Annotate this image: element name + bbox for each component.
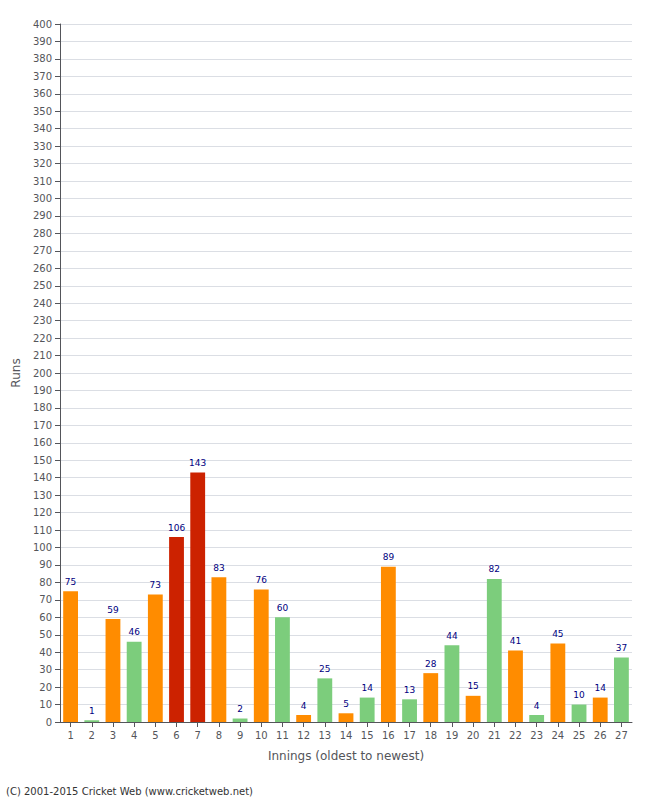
svg-text:70: 70	[39, 594, 52, 605]
svg-text:10: 10	[573, 690, 585, 700]
svg-text:200: 200	[33, 368, 52, 379]
svg-text:12: 12	[297, 730, 310, 741]
svg-text:5: 5	[152, 730, 158, 741]
svg-text:14: 14	[340, 730, 353, 741]
svg-text:40: 40	[39, 647, 52, 658]
svg-text:60: 60	[277, 603, 289, 613]
svg-text:Innings (oldest to newest): Innings (oldest to newest)	[268, 749, 424, 763]
svg-text:3: 3	[110, 730, 116, 741]
svg-text:24: 24	[551, 730, 564, 741]
svg-text:2: 2	[237, 704, 243, 714]
svg-text:220: 220	[33, 333, 52, 344]
svg-text:150: 150	[33, 455, 52, 466]
svg-text:45: 45	[552, 629, 563, 639]
svg-text:75: 75	[65, 577, 76, 587]
svg-text:7: 7	[195, 730, 201, 741]
svg-text:106: 106	[168, 523, 185, 533]
svg-text:210: 210	[33, 350, 52, 361]
svg-text:170: 170	[33, 420, 52, 431]
svg-text:80: 80	[39, 577, 52, 588]
svg-text:25: 25	[319, 664, 330, 674]
svg-text:120: 120	[33, 507, 52, 518]
svg-text:270: 270	[33, 245, 52, 256]
svg-text:14: 14	[594, 683, 606, 693]
svg-text:23: 23	[530, 730, 543, 741]
svg-text:310: 310	[33, 176, 52, 187]
svg-text:330: 330	[33, 141, 52, 152]
svg-text:20: 20	[467, 730, 480, 741]
svg-text:190: 190	[33, 385, 52, 396]
svg-text:21: 21	[488, 730, 501, 741]
svg-text:4: 4	[301, 701, 307, 711]
svg-text:82: 82	[489, 564, 500, 574]
svg-text:140: 140	[33, 472, 52, 483]
svg-text:76: 76	[256, 575, 268, 585]
svg-text:1: 1	[67, 730, 73, 741]
svg-text:19: 19	[446, 730, 459, 741]
svg-text:89: 89	[383, 552, 395, 562]
svg-text:8: 8	[216, 730, 222, 741]
svg-text:143: 143	[189, 458, 206, 468]
svg-text:240: 240	[33, 298, 52, 309]
svg-text:16: 16	[382, 730, 395, 741]
svg-text:230: 230	[33, 315, 52, 326]
svg-text:25: 25	[573, 730, 586, 741]
svg-text:6: 6	[173, 730, 179, 741]
svg-text:50: 50	[39, 629, 52, 640]
svg-text:400: 400	[33, 19, 52, 30]
svg-text:380: 380	[33, 53, 52, 64]
svg-text:0: 0	[46, 717, 52, 728]
svg-text:22: 22	[509, 730, 522, 741]
svg-text:Runs: Runs	[9, 358, 23, 387]
svg-text:9: 9	[237, 730, 243, 741]
svg-text:370: 370	[33, 71, 52, 82]
svg-text:13: 13	[318, 730, 331, 741]
svg-text:350: 350	[33, 106, 52, 117]
svg-text:73: 73	[150, 580, 161, 590]
svg-text:10: 10	[255, 730, 268, 741]
svg-text:18: 18	[424, 730, 437, 741]
svg-text:280: 280	[33, 228, 52, 239]
svg-text:11: 11	[276, 730, 289, 741]
svg-text:100: 100	[33, 542, 52, 553]
svg-text:10: 10	[39, 699, 52, 710]
svg-text:300: 300	[33, 193, 52, 204]
svg-text:60: 60	[39, 612, 52, 623]
svg-text:320: 320	[33, 158, 52, 169]
svg-text:44: 44	[446, 631, 458, 641]
svg-text:4: 4	[131, 730, 137, 741]
svg-text:390: 390	[33, 36, 52, 47]
svg-text:13: 13	[404, 685, 415, 695]
svg-text:260: 260	[33, 263, 52, 274]
svg-text:360: 360	[33, 88, 52, 99]
svg-text:41: 41	[510, 636, 521, 646]
svg-text:26: 26	[594, 730, 607, 741]
svg-text:290: 290	[33, 210, 52, 221]
svg-text:90: 90	[39, 559, 52, 570]
svg-text:59: 59	[107, 605, 119, 615]
svg-text:4: 4	[534, 701, 540, 711]
svg-text:15: 15	[361, 730, 374, 741]
svg-text:(C) 2001-2015 Cricket Web (www: (C) 2001-2015 Cricket Web (www.cricketwe…	[6, 786, 253, 797]
svg-text:5: 5	[343, 699, 349, 709]
svg-text:20: 20	[39, 682, 52, 693]
svg-text:30: 30	[39, 664, 52, 675]
svg-text:17: 17	[403, 730, 416, 741]
svg-text:340: 340	[33, 123, 52, 134]
svg-text:27: 27	[615, 730, 628, 741]
svg-text:14: 14	[361, 683, 373, 693]
svg-text:130: 130	[33, 490, 52, 501]
svg-text:37: 37	[616, 643, 627, 653]
svg-text:110: 110	[33, 525, 52, 536]
svg-text:46: 46	[128, 627, 140, 637]
svg-text:15: 15	[467, 681, 478, 691]
svg-text:160: 160	[33, 437, 52, 448]
svg-text:1: 1	[89, 706, 95, 716]
svg-text:250: 250	[33, 280, 52, 291]
svg-text:28: 28	[425, 659, 437, 669]
svg-text:2: 2	[89, 730, 95, 741]
svg-text:83: 83	[213, 563, 224, 573]
svg-text:180: 180	[33, 402, 52, 413]
